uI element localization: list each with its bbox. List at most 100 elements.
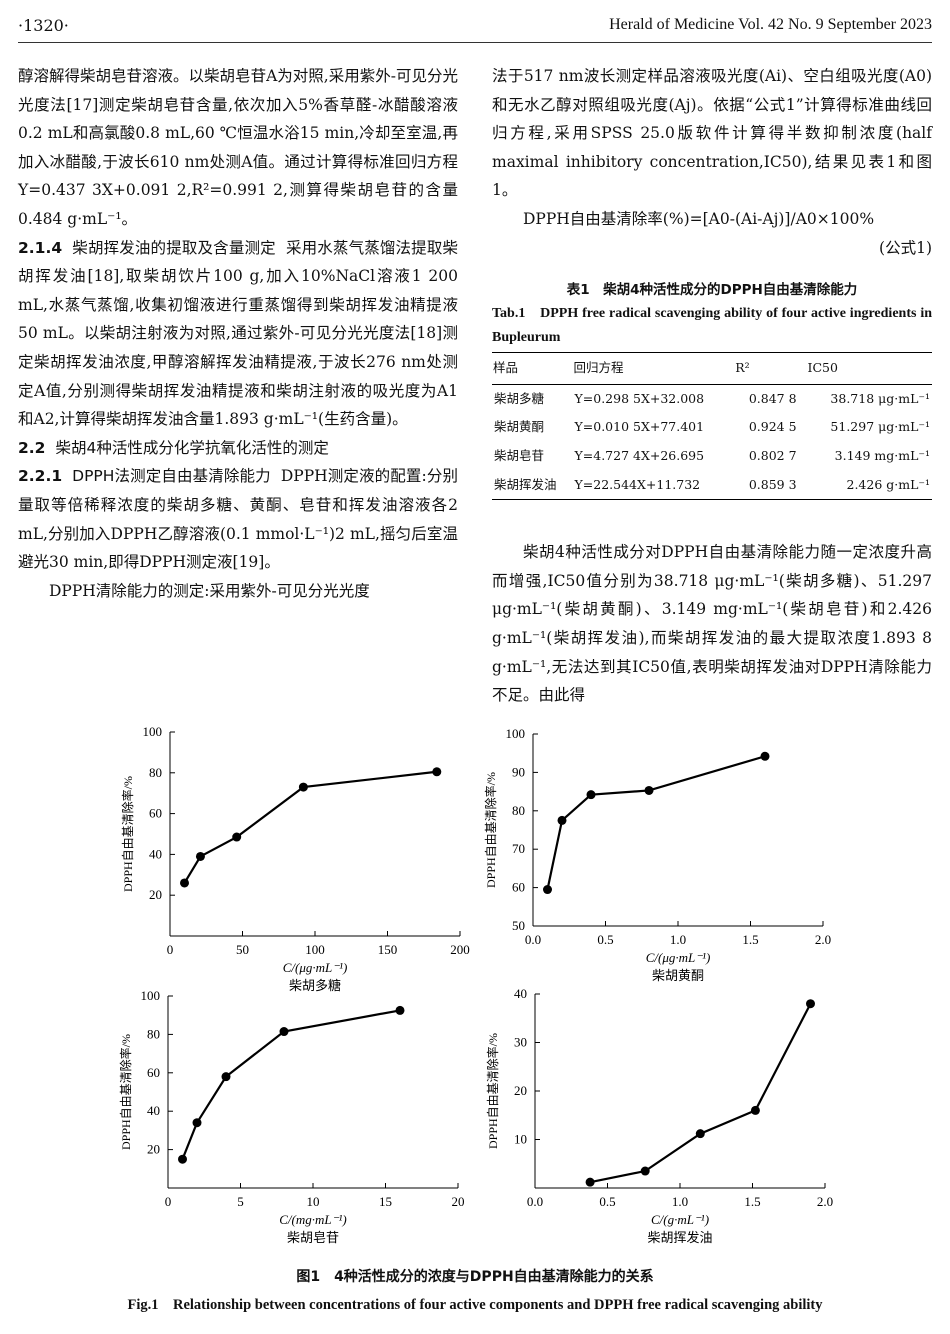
x-tick-label: 100 (305, 942, 325, 957)
table-cell: 51.297 μg·mL⁻¹ (830, 419, 930, 435)
data-point (760, 751, 770, 761)
y-tick-label: 100 (143, 724, 163, 739)
y-tick-label: 60 (149, 806, 162, 821)
table-row: 柴胡黄酮 Y=0.010 5X+77.401 0.924 5 51.297 μg·mL… (492, 413, 932, 442)
table-header-cell: 回归方程 (572, 352, 735, 385)
x-tick-label: 200 (450, 942, 470, 957)
table-header-cell: 样品 (492, 352, 573, 385)
table-cell: Y=0.298 5X+32.008 (574, 390, 705, 406)
y-tick-label: 20 (514, 1083, 527, 1098)
data-point (232, 832, 242, 842)
data-point (543, 885, 552, 895)
data-point (195, 851, 205, 861)
chart-title: 柴胡多糖 (289, 978, 341, 993)
x-tick-label: 5 (237, 1194, 244, 1209)
section-text: 采用水蒸气蒸馏法提取柴胡挥发油[18],取柴胡饮片100 g,加入10%NaCl… (18, 238, 458, 429)
table-row: 柴胡挥发油 Y=22.544X+11.732 0.859 3 2.426 g·mL⁻¹ (492, 470, 932, 501)
table-cell: 0.847 8 (748, 390, 797, 406)
x-tick-label: 0 (167, 942, 174, 957)
table-cell: 2.426 g·mL⁻¹ (806, 470, 932, 501)
section-2-2: 2.2 柴胡4种活性成分化学抗氧化活性的测定 (18, 434, 458, 463)
table-cell: 柴胡黄酮 (494, 419, 545, 435)
x-axis-label: C/(g·mL⁻¹) (651, 1212, 709, 1227)
data-point (695, 1129, 705, 1139)
paragraph: 法于517 nm波长测定样品溶液吸光度(Ai)、空白组吸光度(A0)和无水乙醇对… (492, 67, 932, 200)
data-point (644, 785, 654, 795)
right-column: 法于517 nm波长测定样品溶液吸光度(Ai)、空白组吸光度(A0)和无水乙醇对… (492, 62, 932, 710)
table-cell: 柴胡多糖 (494, 390, 545, 406)
series-line (181, 1009, 401, 1160)
section-title: 柴胡挥发油的提取及含量测定 (72, 238, 276, 257)
journal-title: Herald of Medicine Vol. 42 No. 9 Septemb… (609, 16, 932, 33)
section-number: 2.2.1 (18, 467, 63, 486)
y-tick-label: 40 (514, 986, 527, 1001)
table-1: 样品 回归方程 R² IC50 柴胡多糖 Y=0.298 5X+32.008 0.847 … (492, 352, 932, 501)
table-cell: 3.149 mg·mL⁻¹ (834, 447, 930, 463)
y-tick-label: 80 (147, 1026, 160, 1041)
section-text: DPPH测定液的配置:分别量取等倍稀释浓度的柴胡多糖、黄酮、皂苷和挥发油溶液各2… (18, 467, 458, 572)
paragraph: 醇溶解得柴胡皂苷溶液。以柴胡皂苷A为对照,采用紫外-可见分光光度法[17]测定柴… (18, 67, 458, 228)
table-header-cell: R² (734, 352, 807, 385)
x-tick-label: 1.5 (742, 932, 758, 947)
data-point (178, 1154, 187, 1164)
data-point (180, 878, 189, 888)
y-tick-label: 90 (512, 764, 525, 779)
data-point (806, 999, 815, 1009)
x-axis-label: C/(mg·mL⁻¹) (279, 1212, 346, 1227)
table-header-cell: IC50 (806, 352, 932, 385)
y-tick-label: 20 (149, 887, 162, 902)
section-number: 2.2 (18, 438, 46, 457)
y-tick-label: 70 (512, 841, 525, 856)
formula-1: DPPH自由基清除率(%)=[A0-(Ai-Aj)]/A0×100% (公式1) (492, 205, 932, 257)
formula-text: DPPH自由基清除率(%)=[A0-(Ai-Aj)]/A0×100% (523, 209, 875, 228)
table-cell: 柴胡挥发油 (492, 470, 573, 501)
chart-title: 柴胡挥发油 (647, 1230, 712, 1245)
figure-caption-en: Fig.1 Relationship between concentration… (127, 1297, 823, 1313)
section-2-2-1: 2.2.1 DPPH法测定自由基清除能力 DPPH测定液的配置:分别量取等倍稀释浓… (18, 462, 458, 576)
y-tick-label: 40 (147, 1103, 160, 1118)
x-axis-label: C/(μg·mL⁻¹) (646, 950, 711, 965)
data-point (279, 1027, 289, 1037)
data-point (585, 1177, 595, 1187)
table-cell: Y=0.010 5X+77.401 (574, 419, 705, 435)
x-tick-label: 2.0 (817, 1194, 833, 1209)
y-tick-label: 40 (149, 846, 162, 861)
page-header: ·1320· Herald of Medicine Vol. 42 No. 9 … (18, 14, 932, 43)
left-column: 醇溶解得柴胡皂苷溶液。以柴胡皂苷A为对照,采用紫外-可见分光光度法[17]测定柴… (18, 62, 458, 605)
x-tick-label: 0 (165, 1194, 172, 1209)
y-tick-label: 50 (512, 918, 525, 933)
y-tick-label: 80 (149, 765, 162, 780)
x-tick-label: 50 (236, 942, 249, 957)
x-tick-label: 1.0 (672, 1194, 688, 1209)
y-axis-label: DPPH自由基清除率/% (120, 776, 135, 892)
y-axis-label: DPPH自由基清除率/% (118, 1034, 133, 1150)
table-cell: Y=4.727 4X+26.695 (574, 447, 705, 463)
x-axis-label: C/(μg·mL⁻¹) (283, 960, 348, 975)
x-tick-label: 20 (452, 1194, 465, 1209)
table-cell: 0.924 5 (748, 419, 797, 435)
chart-title: 柴胡黄酮 (652, 968, 704, 983)
data-point (640, 1166, 650, 1176)
data-point (192, 1118, 202, 1128)
table-cell: 0.859 3 (734, 470, 807, 501)
y-tick-label: 100 (141, 988, 161, 1003)
page-number: ·1320· (18, 16, 69, 35)
table-cell: Y=22.544X+11.732 (572, 470, 735, 501)
y-tick-label: 30 (514, 1035, 527, 1050)
section-number: 2.1.4 (18, 238, 63, 257)
data-point (395, 1005, 405, 1015)
y-tick-label: 10 (514, 1132, 527, 1147)
data-point (557, 815, 567, 825)
paragraph: DPPH清除能力的测定:采用紫外-可见分光光度 (49, 581, 370, 600)
y-axis-label: DPPH自由基清除率/% (483, 772, 498, 888)
x-tick-label: 0.0 (525, 932, 541, 947)
y-tick-label: 100 (506, 726, 526, 741)
table-cell: 0.802 7 (748, 447, 797, 463)
data-point (298, 782, 308, 792)
x-tick-label: 0.5 (597, 932, 613, 947)
x-tick-label: 150 (378, 942, 398, 957)
series-line (183, 770, 437, 884)
series-line (589, 1003, 812, 1184)
x-tick-label: 0.0 (527, 1194, 543, 1209)
